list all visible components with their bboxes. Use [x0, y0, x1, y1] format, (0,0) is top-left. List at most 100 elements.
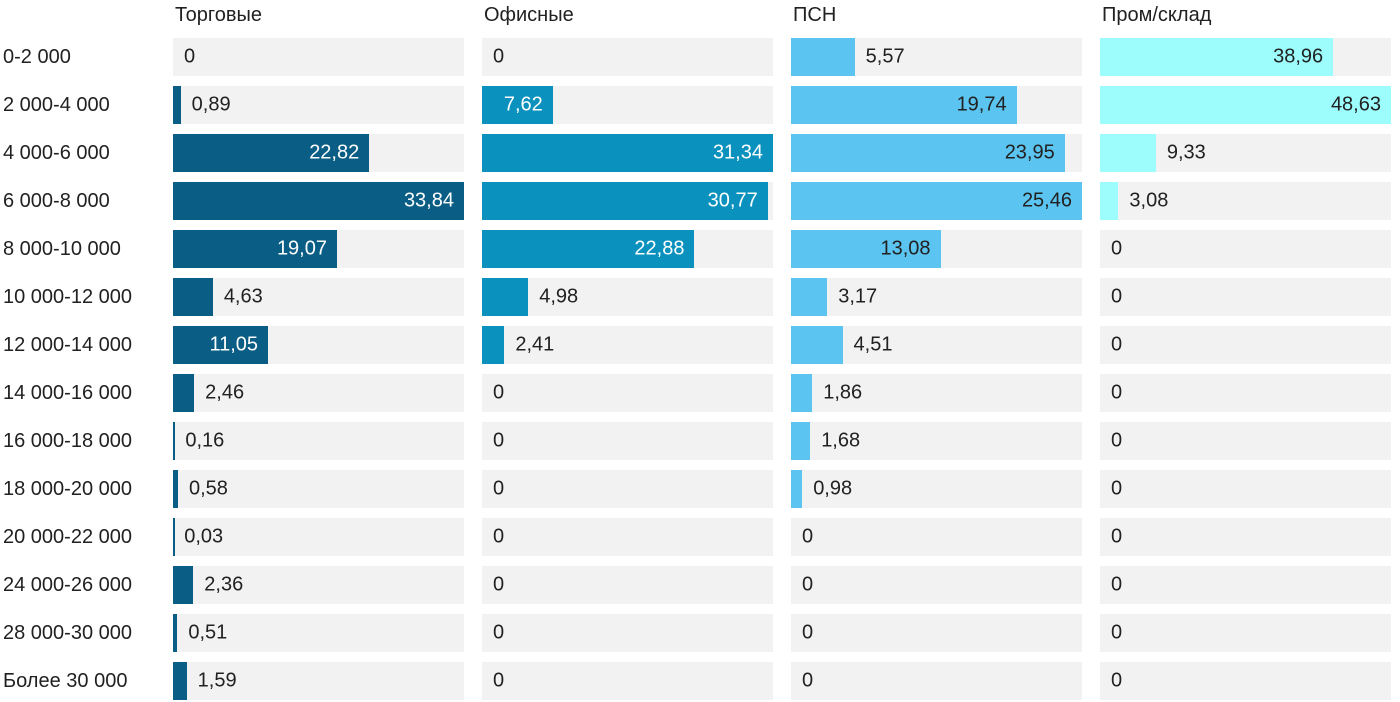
- bar[interactable]: [1100, 182, 1119, 220]
- bar-value-label: 0: [493, 573, 505, 596]
- bar[interactable]: [173, 326, 269, 364]
- bar[interactable]: [791, 230, 941, 268]
- bar-track: 31,34: [482, 134, 773, 172]
- bar[interactable]: [482, 182, 768, 220]
- bar-value-label: 0: [802, 669, 814, 692]
- bar-value-label: 0,16: [185, 429, 225, 452]
- bar-value-label: 0: [493, 621, 505, 644]
- bar[interactable]: [173, 134, 370, 172]
- bar[interactable]: [482, 230, 695, 268]
- bar-value-label: 3,17: [838, 285, 878, 308]
- bar-value-label: 4,98: [539, 285, 579, 308]
- bar-track: 0,58: [173, 470, 464, 508]
- row-label: 14 000-16 000: [3, 381, 133, 404]
- bar-track: 2,46: [173, 374, 464, 412]
- bar[interactable]: [791, 278, 828, 316]
- bar[interactable]: [173, 518, 175, 556]
- bar[interactable]: [173, 230, 337, 268]
- bar-value-label: 4,51: [853, 333, 893, 356]
- bar-value-label: 5,57: [865, 45, 905, 68]
- bar-value-label: 22,88: [634, 237, 685, 260]
- bar-track: 0: [1100, 614, 1391, 652]
- bar-track: 11,05: [173, 326, 464, 364]
- bar[interactable]: [482, 86, 553, 124]
- bar-track: 19,07: [173, 230, 464, 268]
- bar-value-label: 0: [1111, 573, 1123, 596]
- bar-value-label: 0: [1111, 333, 1123, 356]
- bar-value-label: 2,46: [205, 381, 245, 404]
- bar[interactable]: [791, 182, 1082, 220]
- bar-value-label: 0: [493, 45, 505, 68]
- bar-track: 0: [791, 566, 1082, 604]
- bar-track: 1,86: [791, 374, 1082, 412]
- bar[interactable]: [173, 278, 213, 316]
- bar-track: 22,88: [482, 230, 773, 268]
- bar-value-label: 0: [493, 525, 505, 548]
- bar[interactable]: [1100, 38, 1334, 76]
- bar-track: 4,98: [482, 278, 773, 316]
- bar-track: 0,16: [173, 422, 464, 460]
- bar[interactable]: [482, 326, 505, 364]
- bar-value-label: 48,63: [1330, 93, 1381, 116]
- bar-track: 1,59: [173, 662, 464, 700]
- bar-value-label: 38,96: [1273, 45, 1324, 68]
- bar[interactable]: [173, 86, 181, 124]
- bar-track: 23,95: [791, 134, 1082, 172]
- bar-value-label: 0: [1111, 477, 1123, 500]
- bar[interactable]: [791, 326, 843, 364]
- bar-value-label: 0: [802, 621, 814, 644]
- bar-track: 0: [1100, 278, 1391, 316]
- bar[interactable]: [173, 614, 178, 652]
- bar[interactable]: [173, 182, 464, 220]
- bar[interactable]: [791, 134, 1065, 172]
- bar-track: 30,77: [482, 182, 773, 220]
- bar-value-label: 1,86: [823, 381, 863, 404]
- bar[interactable]: [791, 86, 1017, 124]
- bar-value-label: 0,51: [188, 621, 228, 644]
- bar-track: 3,08: [1100, 182, 1391, 220]
- row-label: 6 000-8 000: [3, 189, 110, 212]
- bar[interactable]: [173, 662, 187, 700]
- bar[interactable]: [482, 278, 529, 316]
- row-label: 8 000-10 000: [3, 237, 121, 260]
- bar-value-label: 0,58: [188, 477, 228, 500]
- bar[interactable]: [1100, 134, 1156, 172]
- bar-track: 2,36: [173, 566, 464, 604]
- bar[interactable]: [791, 422, 811, 460]
- bar-track: 0: [1100, 326, 1391, 364]
- bar-track: 0: [1100, 662, 1391, 700]
- bar-value-label: 0: [1111, 285, 1123, 308]
- bar-track: 0: [482, 566, 773, 604]
- bar[interactable]: [173, 422, 175, 460]
- bar-value-label: 0: [1111, 237, 1123, 260]
- bar-value-label: 4,63: [223, 285, 263, 308]
- bar[interactable]: [791, 374, 813, 412]
- bar[interactable]: [173, 566, 194, 604]
- bar-track: 0,03: [173, 518, 464, 556]
- bar-value-label: 23,95: [1004, 141, 1055, 164]
- bar[interactable]: [791, 38, 855, 76]
- bar-value-label: 0: [493, 429, 505, 452]
- bar-track: 7,62: [482, 86, 773, 124]
- bar-value-label: 0: [1111, 525, 1123, 548]
- bar[interactable]: [173, 374, 195, 412]
- bar[interactable]: [1100, 86, 1391, 124]
- bar-track: 0: [173, 38, 464, 76]
- bar[interactable]: [173, 470, 178, 508]
- bar-value-label: 7,62: [503, 93, 543, 116]
- row-label: 12 000-14 000: [3, 333, 133, 356]
- bar-value-label: 0: [802, 573, 814, 596]
- chart-header-row: Торговые Офисные ПСН Пром/склад: [3, 0, 1391, 38]
- row-label: 24 000-26 000: [3, 573, 133, 596]
- bar[interactable]: [791, 470, 803, 508]
- bar-track: 13,08: [791, 230, 1082, 268]
- bar[interactable]: [482, 134, 773, 172]
- row-label: 2 000-4 000: [3, 93, 110, 116]
- header-spacer: [3, 0, 155, 38]
- bar-track: 0: [482, 662, 773, 700]
- row-label: 4 000-6 000: [3, 141, 110, 164]
- bar-track: 0: [482, 38, 773, 76]
- bar-track: 33,84: [173, 182, 464, 220]
- bar-value-label: 31,34: [712, 141, 763, 164]
